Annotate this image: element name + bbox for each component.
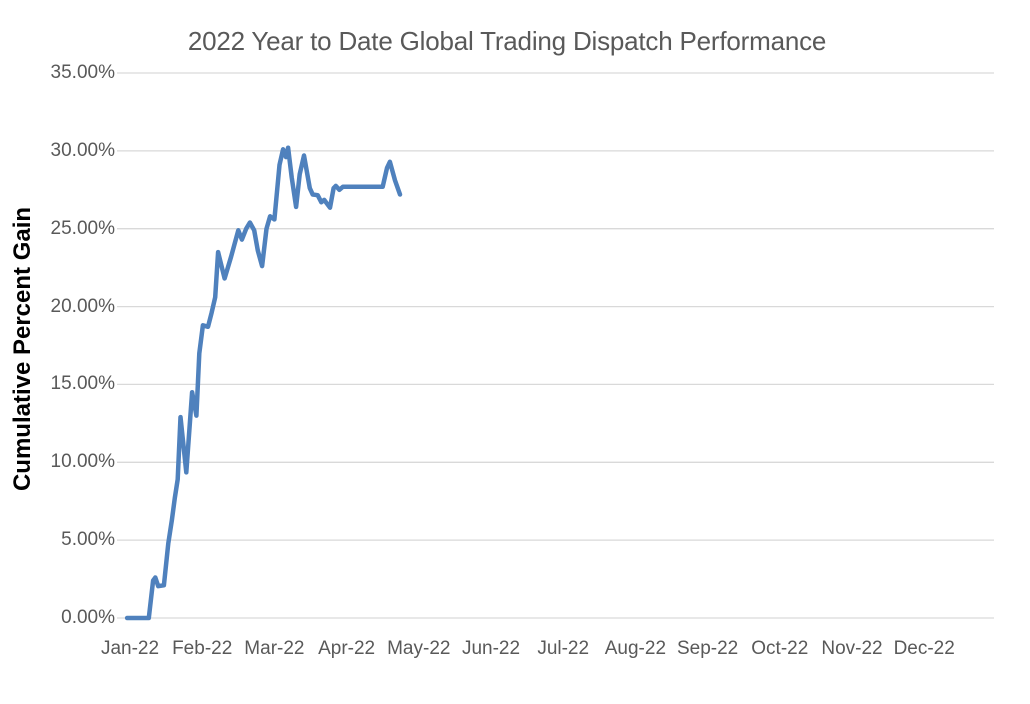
x-axis-tick-label: Sep-22 (676, 638, 739, 659)
x-axis-tick-label: Jul-22 (537, 638, 590, 659)
x-axis-tick-label: Feb-22 (172, 638, 233, 659)
gridlines (117, 72, 994, 619)
y-axis-tick-label: 0.00% (61, 607, 115, 628)
chart-title: 2022 Year to Date Global Trading Dispatc… (187, 26, 827, 56)
y-axis-tick-label: 15.00% (50, 373, 115, 395)
y-axis-tick-label: 10.00% (50, 451, 115, 473)
x-axis-tick-label: Oct-22 (751, 638, 809, 659)
y-axis-tick-label: 35.00% (50, 62, 115, 83)
x-axis-tick-label: Aug-22 (604, 638, 667, 659)
y-axis-tick-label: 5.00% (61, 529, 115, 551)
y-axis-tick-label: 30.00% (50, 139, 115, 161)
y-axis-tick-label: 20.00% (50, 295, 115, 317)
x-axis-tick-label: Dec-22 (893, 638, 955, 659)
x-axis-tick-label: Apr-22 (318, 638, 376, 659)
x-axis-tick-label: Mar-22 (244, 638, 305, 659)
x-axis-tick-label: Nov-22 (821, 638, 883, 659)
x-axis-tick-label: May-22 (387, 638, 451, 659)
x-axis-tick-label: Jun-22 (461, 638, 521, 659)
performance-line (124, 145, 403, 621)
x-axis-tick-label: Jan-22 (100, 638, 160, 659)
y-axis-tick-label: 25.00% (50, 217, 115, 239)
